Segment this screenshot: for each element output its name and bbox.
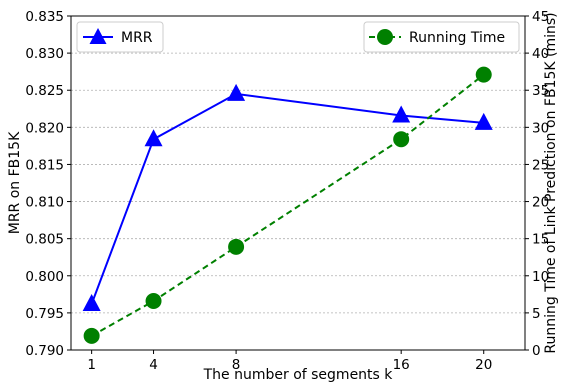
mrr-point (82, 293, 101, 311)
mrr-series-line (90, 92, 484, 305)
left-axis-tick-label: 0.815 (25, 157, 64, 173)
right-axis: 0 5 10 15 20 25 30 35 40 45 (525, 9, 549, 359)
right-axis-tick-label: 5 (532, 306, 541, 322)
running-time-series-line (91, 73, 485, 337)
running-time-point (145, 293, 162, 310)
right-axis-tick-label: 40 (532, 46, 549, 62)
left-axis-tick-label: 0.810 (25, 195, 64, 211)
left-axis: 0.790 0.795 0.800 0.805 0.810 0.815 0.820 0.825… (25, 9, 71, 359)
x-axis-tick-label: 4 (149, 357, 158, 373)
legend-mrr: MRR (76, 21, 164, 53)
x-axis-tick-label: 1 (87, 357, 96, 373)
legend-running-time-box (363, 21, 520, 53)
mrr-point (144, 129, 163, 147)
left-axis-tick-label: 0.795 (25, 306, 64, 322)
right-axis-tick-label: 10 (532, 269, 549, 285)
grid-lines (71, 15, 525, 351)
x-axis: 1 4 8 16 20 (87, 350, 492, 373)
running-time-point (475, 66, 492, 83)
left-axis-tick-label: 0.805 (25, 232, 64, 248)
left-axis-tick-label: 0.830 (25, 46, 64, 62)
left-axis-title: MRR on FB15K (7, 131, 23, 234)
mrr-point (474, 112, 493, 130)
right-axis-tick-label: 25 (532, 157, 549, 173)
series-layer (82, 66, 493, 344)
x-axis-tick-label: 16 (393, 357, 410, 373)
x-axis-title: The number of segments k (203, 367, 394, 383)
plot-frame (70, 15, 526, 351)
legend-running-time-circle-marker (377, 29, 393, 45)
mrr-point (392, 105, 411, 123)
right-axis-tick-label: 35 (532, 83, 549, 99)
x-axis-tick-label: 20 (475, 357, 492, 373)
running-time-point (83, 327, 100, 344)
right-axis-tick-label: 15 (532, 232, 549, 248)
running-time-point (393, 131, 410, 148)
legend-mrr-label: MRR (121, 30, 153, 46)
right-axis-title: Running Time of Link Prediction on FB15K… (543, 12, 559, 353)
left-axis-tick-label: 0.835 (25, 9, 64, 25)
left-axis-tick-label: 0.820 (25, 120, 64, 136)
right-axis-tick-label: 20 (532, 195, 549, 211)
left-axis-tick-label: 0.825 (25, 83, 64, 99)
legend-running-time: Running Time (363, 21, 520, 53)
right-axis-tick-label: 0 (532, 343, 541, 359)
right-axis-tick-label: 45 (532, 9, 549, 25)
running-time-point (228, 238, 245, 255)
left-axis-tick-label: 0.790 (25, 343, 64, 359)
x-axis-tick-label: 8 (232, 357, 241, 373)
right-axis-tick-label: 30 (532, 120, 549, 136)
left-axis-tick-label: 0.800 (25, 269, 64, 285)
legend-mrr-triangle-marker (89, 28, 107, 44)
mrr-point (227, 83, 246, 101)
legend-running-time-label: Running Time (409, 30, 505, 46)
